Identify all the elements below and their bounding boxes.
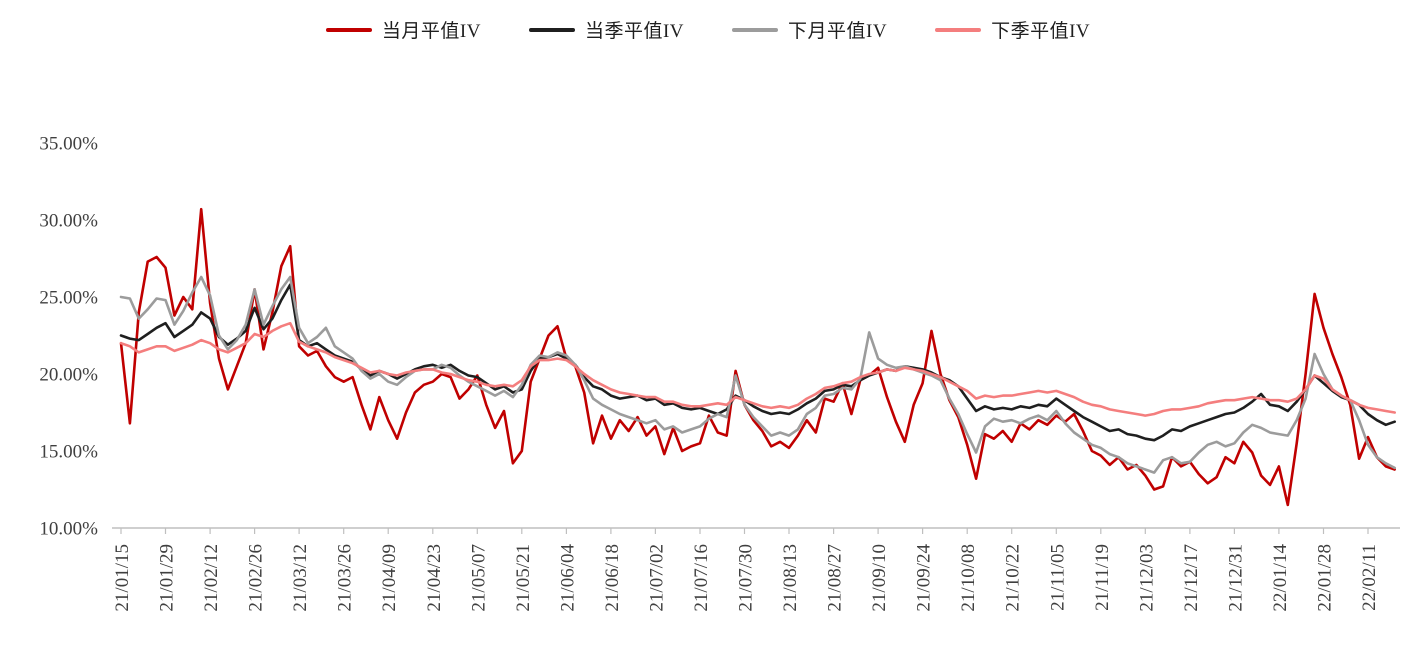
- x-axis-tick-label: 22/01/28: [1315, 544, 1336, 612]
- legend-item-current-quarter-iv: 当季平值IV: [528, 16, 684, 43]
- legend-item-next-quarter-iv: 下季平值IV: [935, 16, 1090, 43]
- x-axis-tick-label: 21/11/19: [1092, 544, 1113, 611]
- x-axis-tick-label: 21/07/30: [736, 544, 757, 612]
- x-axis-tick-label: 21/02/26: [246, 544, 267, 612]
- x-axis-tick-label: 21/09/10: [869, 544, 890, 612]
- legend-line-swatch-pink: [935, 27, 982, 32]
- legend-label-next-quarter-iv: 下季平值IV: [991, 21, 1091, 42]
- legend-line-swatch-black: [528, 27, 575, 32]
- x-axis-tick-label: 21/05/21: [513, 544, 534, 612]
- legend-label-current-month-iv: 当月平值IV: [381, 21, 481, 42]
- legend-item-next-month-iv: 下月平值IV: [732, 16, 887, 43]
- y-axis-tick-label: 30.00%: [39, 211, 98, 232]
- x-axis-tick-label: 22/01/14: [1270, 544, 1291, 612]
- x-axis-tick-label: 21/12/17: [1181, 544, 1202, 612]
- x-axis-tick-label: 21/12/03: [1136, 544, 1157, 612]
- x-axis-tick-label: 21/03/12: [290, 544, 311, 612]
- y-axis-tick-label: 20.00%: [39, 365, 98, 386]
- x-axis-tick-label: 21/10/22: [1003, 544, 1024, 612]
- x-axis-tick-label: 21/02/12: [201, 544, 222, 612]
- legend-item-current-month-iv: 当月平值IV: [325, 16, 481, 43]
- x-axis-tick-label: 21/03/26: [335, 544, 356, 612]
- y-axis-tick-label: 35.00%: [39, 134, 98, 155]
- legend-line-swatch-gray: [732, 27, 778, 32]
- x-axis-tick-label: 21/08/27: [825, 544, 846, 612]
- x-axis-tick-label: 21/08/13: [780, 544, 801, 612]
- x-axis-tick-label: 21/04/23: [424, 544, 445, 612]
- legend-line-swatch-red: [325, 27, 372, 32]
- x-axis-tick-label: 21/05/07: [468, 544, 489, 612]
- y-axis-tick-label: 10.00%: [39, 519, 98, 540]
- y-axis-tick-label: 25.00%: [39, 288, 98, 309]
- y-axis-tick-label: 15.00%: [39, 442, 98, 463]
- x-axis-tick-label: 21/10/08: [958, 544, 979, 612]
- x-axis-tick-label: 21/12/31: [1225, 544, 1246, 612]
- series-line-3: [119, 321, 1396, 417]
- series-line-0: [119, 207, 1396, 507]
- series-line-1: [119, 283, 1396, 442]
- x-axis-tick-label: 21/04/09: [379, 544, 400, 612]
- x-axis-tick-label: 21/06/04: [557, 544, 578, 612]
- series-line-2: [119, 275, 1396, 474]
- x-axis-tick-label: 21/07/16: [691, 544, 712, 612]
- legend-label-next-month-iv: 下月平值IV: [788, 21, 888, 42]
- x-axis-tick-label: 21/06/18: [602, 544, 623, 612]
- x-axis-tick-label: 21/01/29: [157, 544, 178, 612]
- x-axis-tick-label: 22/02/11: [1359, 544, 1380, 611]
- legend-label-current-quarter-iv: 当季平值IV: [584, 21, 684, 42]
- x-axis-tick-label: 21/09/24: [914, 544, 935, 612]
- chart-legend: 当月平值IV 当季平值IV 下月平值IV 下季平值IV: [0, 16, 1416, 43]
- x-axis-tick-label: 21/07/02: [646, 544, 667, 612]
- x-axis-tick-label: 21/11/05: [1047, 544, 1068, 611]
- x-axis-tick-label: 21/01/15: [112, 544, 133, 612]
